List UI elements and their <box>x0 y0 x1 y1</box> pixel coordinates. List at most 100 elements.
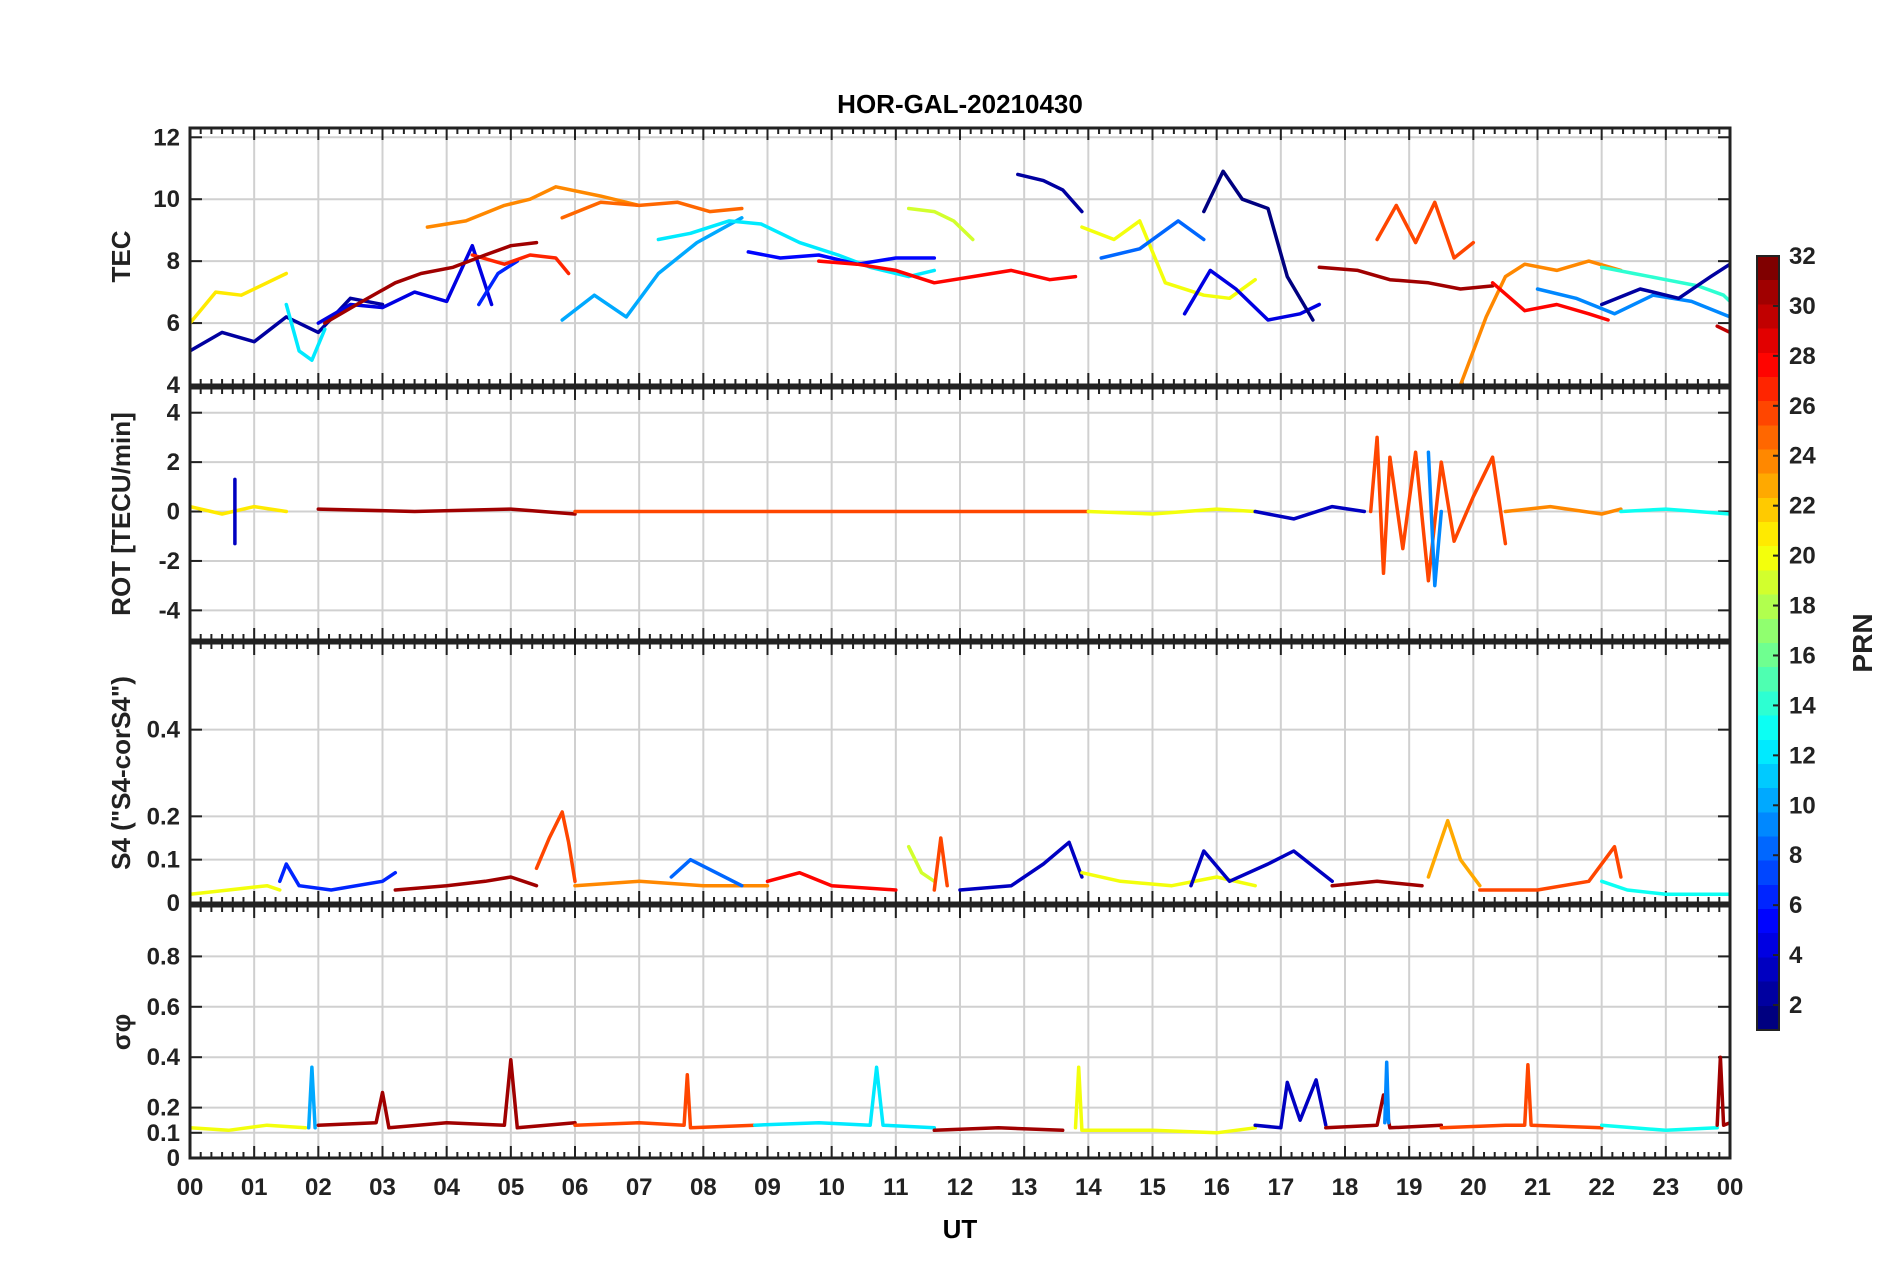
series-line-prn-10 <box>560 216 744 322</box>
colorbar-gradient <box>1756 255 1780 1031</box>
series-line-prn-1 <box>1202 169 1315 322</box>
colorbar-tick-label: 6 <box>1789 892 1802 919</box>
x-tick-label: 12 <box>947 1174 974 1201</box>
x-tick-label: 19 <box>1396 1174 1423 1201</box>
series-line-prn-10 <box>306 1065 317 1130</box>
y-axis-label: σφ <box>106 1014 136 1050</box>
colorbar-tick-label: 16 <box>1789 642 1816 669</box>
series-line-prn-24 <box>573 879 770 888</box>
series-line-prn-21 <box>190 271 289 325</box>
x-tick-label: 04 <box>433 1174 460 1201</box>
y-tick-label: 8 <box>167 248 180 275</box>
series-line-prn-31 <box>932 1126 1065 1133</box>
x-tick-label: 18 <box>1332 1174 1359 1201</box>
series-line-prn-4 <box>1182 268 1322 322</box>
y-axis-label: ROT [TECU/min] <box>106 412 136 616</box>
series-line-prn-24 <box>425 185 641 229</box>
colorbar-tick-label: 20 <box>1789 543 1816 570</box>
series-group <box>190 169 1730 385</box>
series-line-prn-13 <box>1599 1123 1719 1133</box>
x-tick-label: 05 <box>497 1174 524 1201</box>
series-line-prn-31 <box>393 875 539 892</box>
series-line-prn-26 <box>1375 200 1476 260</box>
colorbar-tick-label: 8 <box>1789 842 1802 869</box>
series-line-prn-25 <box>560 200 744 220</box>
series-line-prn-20 <box>1080 219 1257 301</box>
x-tick-label: 09 <box>754 1174 781 1201</box>
y-tick-label: 0.6 <box>147 994 180 1021</box>
x-tick-label: 06 <box>562 1174 589 1201</box>
series-line-prn-24 <box>1458 259 1623 385</box>
series-line-prn-3 <box>958 840 1084 892</box>
y-tick-label: 0.4 <box>147 717 181 744</box>
chart-title: HOR-GAL-20210430 <box>837 89 1083 119</box>
y-tick-label: 0.1 <box>147 1120 180 1147</box>
series-line-prn-19 <box>906 206 975 242</box>
y-tick-label: 4 <box>167 400 181 427</box>
x-tick-label: 13 <box>1011 1174 1038 1201</box>
y-axis-label: TEC <box>106 230 136 282</box>
x-tick-label: 21 <box>1524 1174 1551 1201</box>
series-line-prn-31 <box>316 507 577 516</box>
series-line-prn-3 <box>1253 1078 1328 1130</box>
colorbar-tick-label: 4 <box>1789 942 1803 969</box>
colorbar-tick-label: 30 <box>1789 293 1816 320</box>
x-tick-label: 07 <box>626 1174 653 1201</box>
colorbar-tick-label: 14 <box>1789 692 1816 719</box>
colorbar-label: PRN <box>1847 613 1878 672</box>
x-tick-label: 02 <box>305 1174 332 1201</box>
series-line-prn-30 <box>1715 324 1730 335</box>
series-line-prn-26 <box>573 1073 757 1130</box>
y-tick-label: 0 <box>167 499 180 526</box>
series-line-prn-26 <box>1368 435 1508 583</box>
x-tick-label: 08 <box>690 1174 717 1201</box>
series-line-prn-31 <box>1324 1093 1444 1130</box>
series-line-prn-31 <box>316 1057 577 1130</box>
y-tick-label: 2 <box>167 449 180 476</box>
series-line-prn-13 <box>1619 507 1730 516</box>
x-tick-label: 00 <box>177 1174 204 1201</box>
y-tick-label: 0 <box>167 1145 180 1172</box>
y-axis-label: S4 ("S4-corS4") <box>106 676 136 870</box>
series-line-prn-13 <box>1599 879 1730 897</box>
y-tick-label: 0.8 <box>147 943 180 970</box>
x-tick-label: 10 <box>818 1174 845 1201</box>
colorbar-tick-label: 28 <box>1789 343 1816 370</box>
series-line-prn-2 <box>190 296 385 353</box>
series-line-prn-14 <box>1599 265 1730 304</box>
series-line-prn-12 <box>752 1065 937 1130</box>
panel-border <box>188 641 1732 905</box>
panel-border <box>188 904 1732 1160</box>
y-tick-label: 0.4 <box>147 1044 181 1071</box>
x-tick-label: 15 <box>1139 1174 1166 1201</box>
colorbar-tick-label: 32 <box>1789 243 1816 270</box>
x-tick-label: 17 <box>1267 1174 1294 1201</box>
series-group <box>190 435 1730 588</box>
series-line-prn-3 <box>1189 849 1334 888</box>
y-tick-label: 0.2 <box>147 803 180 830</box>
series-line-prn-26 <box>1439 1063 1604 1130</box>
series-line-prn-20 <box>190 883 282 897</box>
series-line-prn-2 <box>1599 262 1730 307</box>
series-line-prn-26 <box>1478 844 1623 892</box>
x-tick-label: 00 <box>1717 1174 1744 1201</box>
colorbar-tick-label: 18 <box>1789 593 1816 620</box>
series-line-prn-31 <box>1317 265 1495 291</box>
panel-border <box>188 126 1732 387</box>
series-line-prn-26 <box>932 836 949 892</box>
x-tick-label: 11 <box>883 1174 908 1201</box>
series-line-prn-26 <box>534 810 577 884</box>
colorbar-tick-label: 2 <box>1789 992 1802 1019</box>
x-tick-label: 23 <box>1652 1174 1679 1201</box>
y-tick-label: 12 <box>153 124 180 151</box>
series-line-prn-9 <box>1535 287 1730 319</box>
series-line-prn-31 <box>1330 879 1424 888</box>
series-line-prn-28 <box>817 259 1078 285</box>
y-tick-label: -4 <box>159 597 181 624</box>
x-tick-label: 14 <box>1075 1174 1102 1201</box>
series-line-prn-6 <box>278 862 398 892</box>
series-line-prn-2 <box>1016 172 1084 214</box>
x-tick-label: 20 <box>1460 1174 1487 1201</box>
y-tick-label: 0.2 <box>147 1095 180 1122</box>
